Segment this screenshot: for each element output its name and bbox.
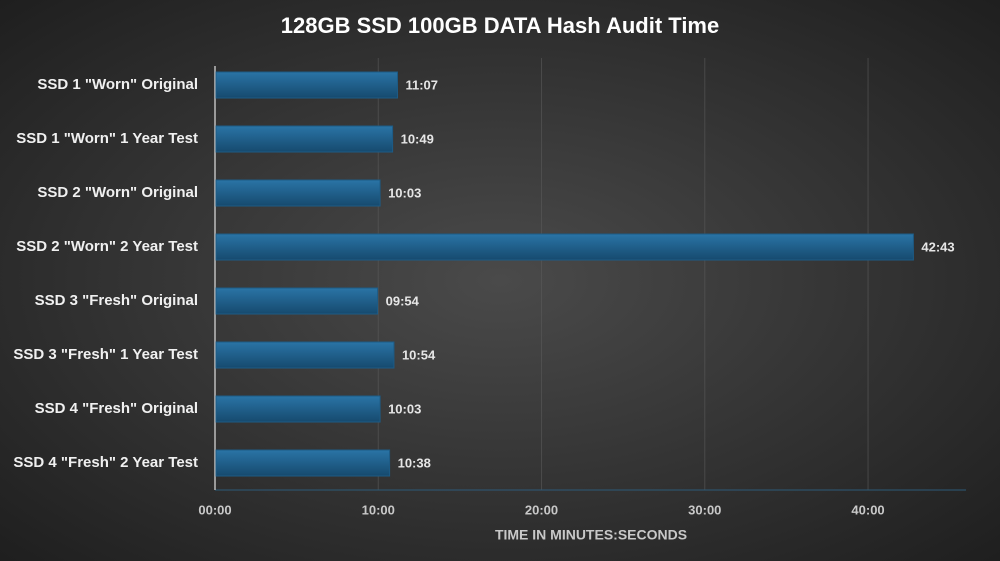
x-tick-label: 00:00 xyxy=(198,502,231,517)
y-tick-label: SSD 2 "Worn" Original xyxy=(37,184,198,201)
value-label: 09:54 xyxy=(386,293,420,308)
y-tick-label: SSD 4 "Fresh" Original xyxy=(35,400,198,417)
x-axis-title: TIME IN MINUTES:SECONDS xyxy=(495,527,687,543)
y-tick-label: SSD 1 "Worn" Original xyxy=(37,76,198,93)
bar xyxy=(215,287,379,315)
y-tick-label: SSD 4 "Fresh" 2 Year Test xyxy=(13,454,198,471)
value-label: 10:54 xyxy=(402,347,436,362)
value-label: 11:07 xyxy=(405,77,438,92)
y-tick-label: SSD 3 "Fresh" 1 Year Test xyxy=(13,346,198,363)
y-tick-label: SSD 2 "Worn" 2 Year Test xyxy=(16,238,198,255)
bar xyxy=(215,71,398,99)
x-tick-label: 10:00 xyxy=(362,502,395,517)
chart-title: 128GB SSD 100GB DATA Hash Audit Time xyxy=(281,13,719,38)
bar xyxy=(215,233,914,261)
bar xyxy=(215,179,381,207)
x-tick-label: 30:00 xyxy=(688,502,721,517)
value-label: 10:03 xyxy=(388,401,421,416)
value-label: 10:03 xyxy=(388,185,421,200)
bar xyxy=(215,341,395,369)
bar xyxy=(215,125,394,153)
x-tick-label: 40:00 xyxy=(851,502,884,517)
x-tick-label: 20:00 xyxy=(525,502,558,517)
value-label: 10:38 xyxy=(398,455,431,470)
y-tick-label: SSD 3 "Fresh" Original xyxy=(35,292,198,309)
value-label: 10:49 xyxy=(401,131,434,146)
bar xyxy=(215,449,391,477)
y-tick-label: SSD 1 "Worn" 1 Year Test xyxy=(16,130,198,147)
value-label: 42:43 xyxy=(921,239,954,254)
bar xyxy=(215,395,381,423)
